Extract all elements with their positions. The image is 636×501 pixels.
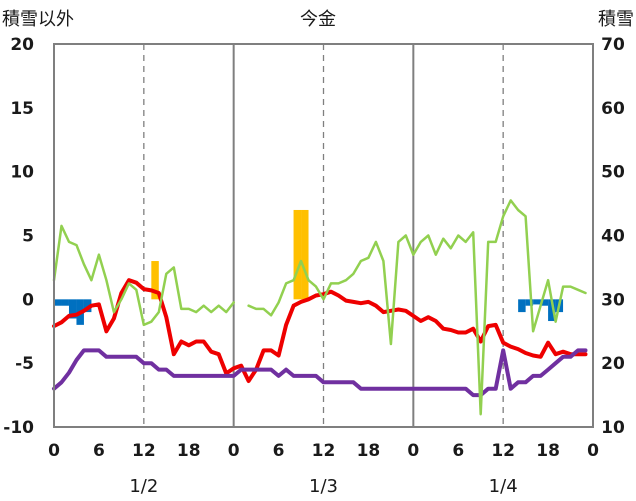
series-lines	[52, 199, 588, 416]
x-tick-label: 0	[48, 441, 60, 461]
x-tick-label: 0	[228, 441, 240, 461]
right-tick-label: 30	[601, 290, 625, 310]
negative_bar-bar	[68, 299, 77, 319]
negative_bar-bar	[518, 299, 526, 313]
date-label: 1/3	[309, 476, 338, 497]
grid-lines	[143, 44, 504, 427]
right-tick-label: 70	[601, 35, 625, 55]
left-tick-label: -10	[3, 418, 34, 438]
x-tick-label: 0	[587, 441, 599, 461]
right-tick-label: 20	[601, 354, 625, 374]
left-axis-label: 積雪以外	[2, 9, 74, 30]
x-tick-label: 18	[357, 441, 381, 461]
precipitation-bar	[293, 209, 302, 300]
right-tick-label: 10	[601, 418, 625, 438]
chart-title: 今金	[300, 9, 336, 30]
date-label: 1/2	[129, 476, 158, 497]
x-tick-label: 0	[407, 441, 419, 461]
negative_bar-bar	[525, 299, 534, 306]
left-tick-label: 15	[10, 99, 34, 119]
negative_bar-bar	[533, 299, 541, 305]
precipitation-bar	[151, 261, 159, 300]
x-tick-label: 12	[491, 441, 515, 461]
date-label: 1/4	[489, 476, 518, 497]
left-tick-label: 0	[22, 290, 34, 310]
right-tick-label: 50	[601, 163, 625, 183]
x-tick-label: 6	[273, 441, 285, 461]
right-tick-label: 40	[601, 227, 625, 247]
x-tick-label: 6	[93, 441, 105, 461]
x-tick-label: 12	[312, 441, 336, 461]
negative_bar-bar	[83, 299, 92, 313]
negative_bar-bar	[548, 299, 556, 322]
plot-frame	[53, 43, 594, 428]
left-tick-label: 10	[10, 163, 34, 183]
left-tick-label: 20	[10, 35, 34, 55]
x-tick-label: 6	[452, 441, 464, 461]
negative_bar-bar	[54, 299, 62, 306]
precipitation-bar	[301, 209, 309, 300]
negative_bar-bar	[540, 299, 549, 306]
left-tick-label: -5	[15, 354, 34, 374]
left-tick-label: 5	[22, 227, 34, 247]
snow_depth-line	[52, 348, 588, 398]
x-tick-label: 12	[132, 441, 156, 461]
right-axis-label: 積雪	[598, 9, 634, 30]
x-tick-label: 18	[177, 441, 201, 461]
x-tick-label: 18	[536, 441, 560, 461]
right-tick-label: 60	[601, 99, 625, 119]
wind-line	[52, 199, 587, 416]
negative_bar-bar	[61, 299, 69, 306]
